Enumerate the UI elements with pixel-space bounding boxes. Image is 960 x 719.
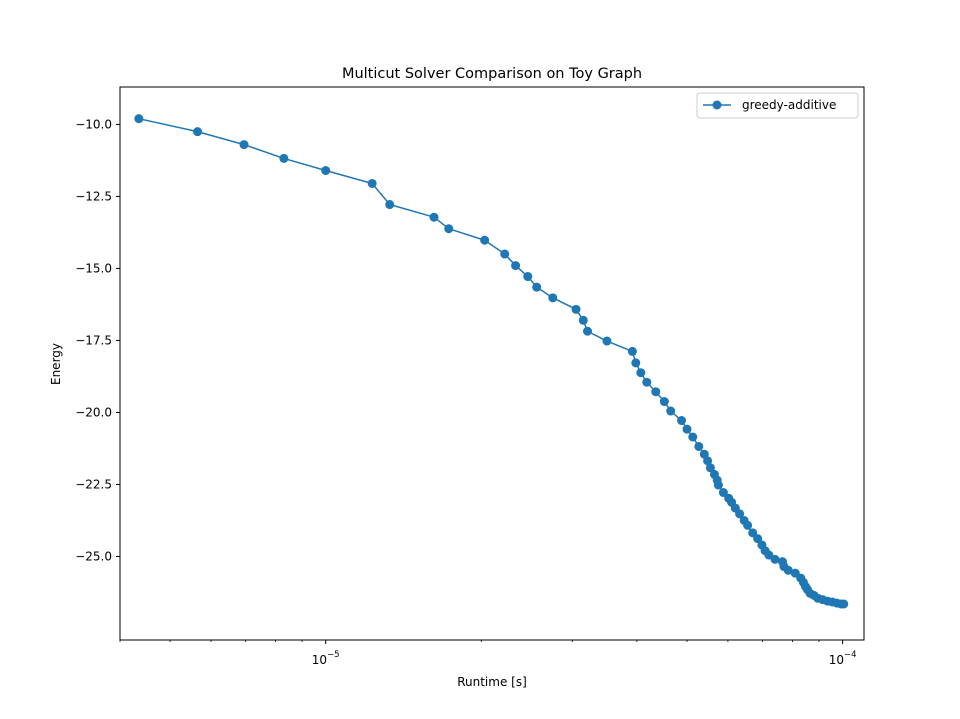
chart-title: Multicut Solver Comparison on Toy Graph [342, 66, 642, 82]
data-point [659, 397, 669, 407]
series-line-greedy-additive [138, 117, 844, 605]
y-tick-label: −10.0 [75, 117, 112, 131]
data-point [753, 534, 763, 544]
data-point [367, 178, 377, 188]
data-point [713, 480, 723, 490]
data-point [688, 432, 698, 442]
x-axis-label: Runtime [s] [457, 675, 527, 689]
data-point [666, 406, 676, 416]
data-point [511, 261, 521, 271]
x-tick-label: 10−5 [312, 650, 340, 667]
data-point [532, 282, 542, 292]
data-point [651, 387, 661, 397]
data-point [705, 463, 715, 473]
plot-area-frame [119, 86, 865, 641]
data-point [631, 358, 641, 368]
y-tick-label: −17.5 [75, 333, 112, 347]
data-point [548, 293, 558, 303]
y-tick-label: −22.5 [75, 477, 112, 491]
data-point [694, 441, 704, 451]
legend-marker-sample [712, 100, 722, 110]
data-point [523, 272, 533, 282]
y-tick-label: −25.0 [75, 549, 112, 563]
data-point [839, 599, 849, 609]
data-point [134, 114, 144, 124]
data-point [583, 326, 593, 336]
data-point [703, 456, 713, 466]
x-tick-label: 10−4 [829, 650, 857, 667]
data-point [602, 336, 612, 346]
ticks: −10.0 −12.5 −15.0 −17.5 −20.0 −22.5 −25.0 10−5 1… [75, 117, 856, 667]
data-point [682, 424, 692, 434]
data-point [429, 212, 439, 222]
y-axis-label: Energy [49, 343, 63, 385]
data-point [718, 488, 728, 498]
data-point [385, 200, 395, 210]
data-point [239, 140, 249, 150]
data-point [279, 153, 289, 163]
legend-label-greedy-additive: greedy-additive [742, 98, 836, 112]
y-tick-label: −20.0 [75, 405, 112, 419]
legend-box [696, 92, 859, 119]
data-point [743, 520, 753, 530]
data-point [627, 346, 637, 356]
data-point [500, 249, 510, 259]
y-tick-label: −12.5 [75, 189, 112, 203]
data-point [636, 368, 646, 378]
data-point [770, 554, 780, 564]
data-point [735, 509, 745, 519]
data-point [571, 304, 581, 314]
data-point [578, 315, 588, 325]
axes [119, 86, 865, 641]
legend: greedy-additive [696, 92, 859, 119]
data-point [783, 565, 793, 575]
data-point [677, 416, 687, 426]
data-point [642, 377, 652, 387]
data-point [444, 224, 454, 234]
data-point [321, 166, 331, 176]
data-point [480, 235, 490, 245]
y-tick-label: −15.0 [75, 261, 112, 275]
series-layer [134, 114, 849, 609]
data-point [193, 127, 203, 137]
